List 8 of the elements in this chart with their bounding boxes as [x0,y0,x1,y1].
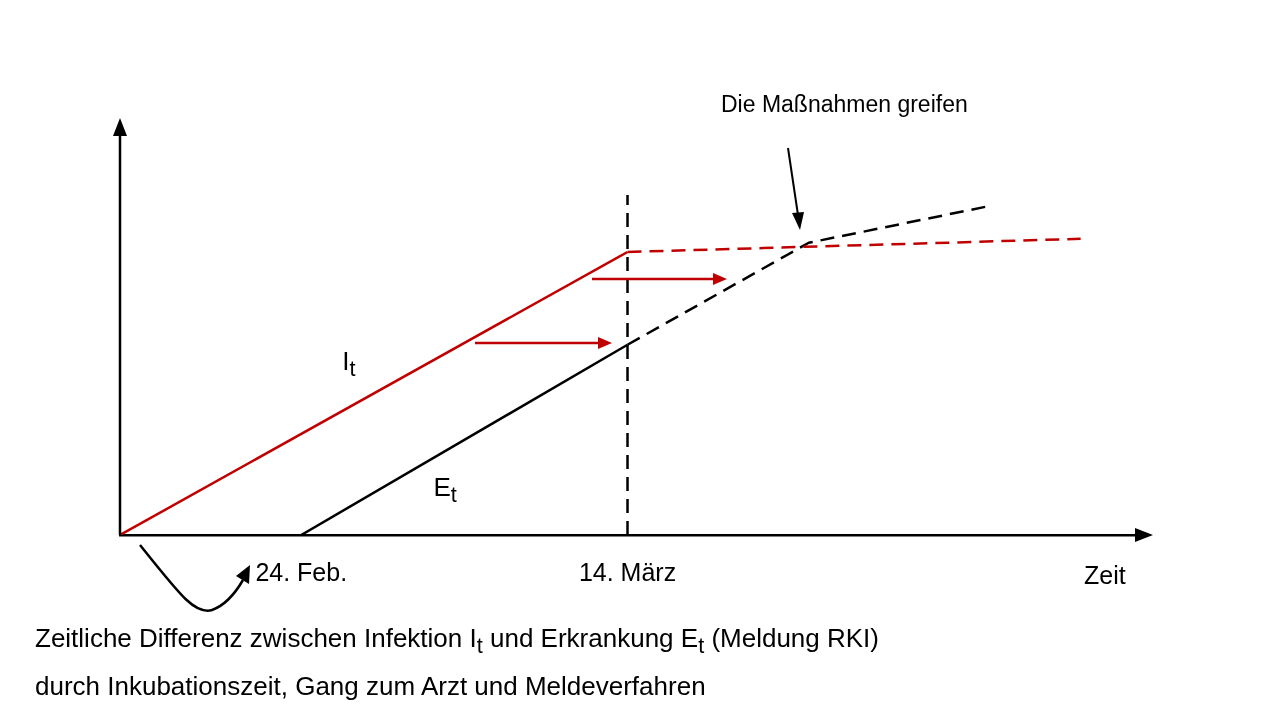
series-label: I$_{t}$ [342,345,356,382]
series-label: E$_{t}$ [433,472,457,508]
text: Die Maßnahmen greifen [721,90,968,117]
x-axis-title: Zeit [1084,560,1126,589]
x-tick-label: 24. Feb. [255,557,348,586]
text: durch Inkubationszeit, Gang zum Arzt und Meldeverfahren [35,670,706,701]
text: Zeitliche Differenz zwischen Infektion I$_{t}$ und Erkrankung E$_{t}$ (Meldung RKI) [35,622,879,658]
x-tick-label: 14. März [578,557,677,586]
